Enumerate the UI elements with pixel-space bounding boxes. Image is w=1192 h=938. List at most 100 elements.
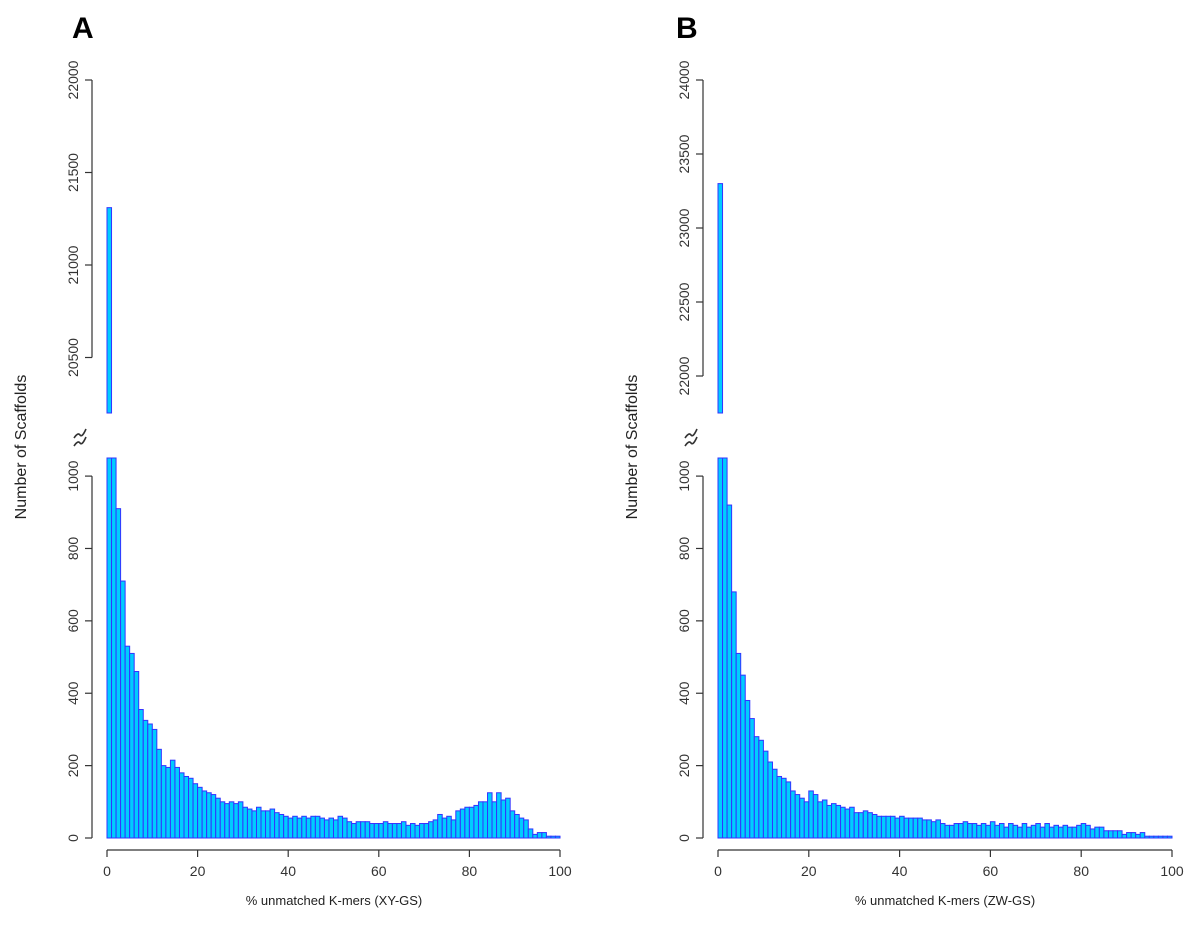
histogram-bar-b [1153,835,1159,839]
y-tick-label-lower-a: 400 [65,681,81,705]
histogram-bar-b [1030,824,1037,839]
histogram-bar-b [744,699,751,839]
histogram-bar-a [496,792,502,839]
histogram-bar-b [790,790,796,839]
histogram-bar-b [1067,826,1073,839]
histogram-bar-b [1103,830,1109,839]
histogram-bar-b [903,817,910,839]
histogram-bar-a [536,832,543,839]
histogram-bar-b [1139,832,1146,839]
histogram-bar-b [1121,833,1128,839]
histogram-bar-b-lower [717,457,724,839]
x-tick-label-a: 100 [548,863,572,879]
histogram-bar-a [527,828,534,839]
histogram-bar-b [976,824,982,839]
histogram-bar-b [749,718,755,839]
histogram-bar-b [1039,826,1046,839]
bars-b [717,183,1173,839]
histogram-bar-b [994,824,1000,839]
histogram-bar-a [269,808,276,839]
histogram-bar-b [1094,826,1100,839]
y-tick-label-upper-b: 22000 [676,356,692,395]
histogram-bar-a [333,819,339,839]
y-tick-label-lower-a: 1000 [65,460,81,491]
histogram-bar-a [201,790,208,839]
histogram-bar-a [192,783,199,839]
histogram-bar-a [255,806,262,839]
histogram-bar-b [949,824,955,839]
histogram-bar-a [514,813,520,839]
histogram-bar-b [885,815,892,839]
histogram-bar-a [373,823,380,839]
histogram-bar-a [160,765,167,839]
histogram-bar-b [726,504,733,839]
histogram-bar-a [337,815,344,839]
bars-a [106,207,561,839]
histogram-bar-a [328,817,335,839]
y-tick-label-upper-a: 22000 [65,60,81,99]
y-tick-label-lower-a: 800 [65,537,81,561]
histogram-bar-a [364,821,371,839]
histogram-bar-a [369,823,375,839]
histogram-bar-a [233,803,239,839]
x-axis-title-b: % unmatched K-mers (ZW-GS) [855,893,1035,908]
histogram-bar-b [1166,835,1173,839]
histogram-bar-a [455,810,461,839]
histogram-bar-a [323,819,330,839]
histogram-bar-a [219,801,226,839]
histogram-bar-b [840,806,846,839]
y-tick-label-lower-b: 600 [676,609,692,633]
y-tick-label-lower-b: 400 [676,681,692,705]
histogram-bar-b [835,804,842,839]
histogram-bar-a [509,810,516,839]
histogram-bar-b [962,821,969,839]
histogram-bar-b [1021,823,1028,839]
histogram-bar-a [523,819,529,839]
histogram-bar-a [346,821,353,839]
histogram-bar-b [930,821,937,839]
histogram-bar-b [808,790,814,839]
histogram-bar-a [400,821,407,839]
histogram-bar-b [1162,835,1168,839]
y-tick-label-upper-a: 20500 [65,338,81,377]
histogram-bar-b [908,817,914,839]
histogram-bar-b [890,815,896,839]
histogram-bar-a [260,810,267,839]
histogram-bar-a [147,723,153,839]
histogram-bar-b [799,797,805,839]
x-tick-label-b: 80 [1073,863,1089,879]
histogram-bar-b [776,775,783,839]
histogram-bar-a [310,815,316,839]
histogram-bar-b [767,761,773,839]
histogram-bar-a [151,728,158,839]
histogram-bar-a [251,810,257,839]
y-tick-label-upper-a: 21500 [65,153,81,192]
histogram-bar-b [998,823,1005,839]
x-tick-label-b: 0 [714,863,722,879]
histogram-bar-a [351,823,357,839]
histogram-bar-a [423,823,430,839]
histogram-bar-b [967,823,973,839]
y-tick-label-lower-b: 800 [676,537,692,561]
y-tick-label-upper-b: 22500 [676,282,692,321]
histogram-bar-a [287,817,294,839]
histogram-bar-b [1035,823,1041,839]
histogram-bar-a [242,806,248,839]
histogram-bar-a [518,817,525,839]
histogram-bar-b [1071,826,1078,839]
panel-b: B Number of Scaffolds % unmatched K-mers… [624,12,1184,908]
histogram-bar-b [826,804,833,839]
histogram-bar-b [1144,835,1150,839]
histogram-bar-a [296,817,303,839]
histogram-bar-a [115,508,122,839]
histogram-bar-a [138,709,144,839]
y-tick-label-lower-a: 600 [65,609,81,633]
x-tick-label-a: 20 [190,863,206,879]
histogram-bar-b [971,823,978,839]
histogram-bar-a [491,801,498,839]
histogram-bar-a [265,810,271,839]
histogram-bar-b [939,823,946,839]
y-axis-title-b: Number of Scaffolds [624,375,641,520]
panel-a: A Number of Scaffolds % unmatched K-mers… [13,12,572,908]
